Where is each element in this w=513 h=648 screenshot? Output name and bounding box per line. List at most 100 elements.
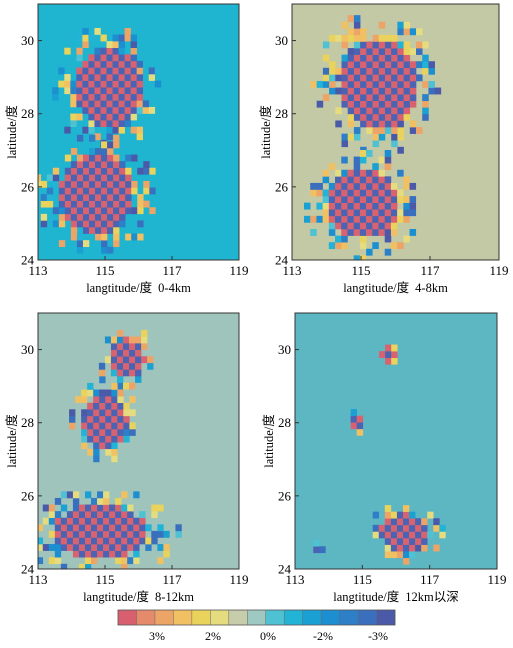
heatmap-cell bbox=[54, 557, 62, 565]
heatmap-cell bbox=[378, 80, 386, 88]
heatmap-cell bbox=[135, 375, 142, 383]
x-tick-label: 117 bbox=[162, 572, 182, 587]
heatmap-cell bbox=[384, 248, 392, 256]
heatmap-cell bbox=[341, 182, 348, 190]
heatmap-cell bbox=[310, 215, 317, 223]
heatmap-cell bbox=[54, 537, 62, 545]
heatmap-cell bbox=[353, 15, 361, 23]
heatmap-cell bbox=[147, 362, 154, 370]
heatmap-cell bbox=[353, 41, 361, 49]
x-axis-label: langtitude/度 4-8km bbox=[343, 280, 448, 295]
heatmap-cell bbox=[390, 182, 398, 190]
heatmap-cell bbox=[378, 48, 386, 55]
heatmap-cell bbox=[347, 196, 354, 203]
anomaly-cells bbox=[313, 344, 446, 565]
heatmap-cell bbox=[350, 415, 357, 423]
heatmap-cell bbox=[409, 80, 417, 88]
heatmap-cell bbox=[322, 169, 330, 177]
heatmap-cell bbox=[115, 530, 122, 538]
heatmap-cell bbox=[372, 196, 379, 203]
heatmap-cell bbox=[154, 80, 162, 88]
heatmap-cell bbox=[118, 41, 125, 48]
heatmap-cell bbox=[359, 229, 367, 236]
heatmap-cell bbox=[64, 194, 72, 201]
heatmap-cell bbox=[372, 74, 380, 82]
heatmap-cell bbox=[111, 415, 118, 423]
x-tick-label: 113 bbox=[28, 263, 47, 278]
heatmap-cell bbox=[347, 169, 354, 177]
heatmap-cell bbox=[124, 74, 131, 81]
heatmap-cell bbox=[130, 100, 137, 108]
heatmap-cell bbox=[52, 207, 60, 215]
heatmap-cell bbox=[95, 180, 102, 188]
heatmap-cell bbox=[385, 357, 392, 365]
heatmap-cell bbox=[347, 94, 355, 102]
heatmap-cell bbox=[82, 67, 89, 75]
heatmap-cell bbox=[112, 120, 119, 127]
heatmap-cell bbox=[133, 517, 140, 525]
heatmap-cell bbox=[347, 113, 355, 121]
heatmap-cell bbox=[103, 491, 110, 499]
heatmap-cell bbox=[359, 196, 367, 203]
heatmap-cell bbox=[378, 209, 386, 217]
heatmap-cell bbox=[81, 396, 88, 403]
heatmap-cell bbox=[69, 422, 76, 430]
heatmap-cell bbox=[52, 174, 60, 182]
heatmap-cell bbox=[42, 517, 50, 525]
heatmap-cell bbox=[101, 148, 108, 155]
heatmap-cell bbox=[384, 113, 392, 121]
heatmap-cell bbox=[409, 202, 417, 210]
heatmap-cell bbox=[139, 530, 146, 538]
heatmap-cell bbox=[40, 213, 48, 221]
y-tick-label: 26 bbox=[275, 179, 289, 194]
heatmap-cell bbox=[409, 518, 416, 526]
heatmap-cell bbox=[107, 194, 114, 201]
heatmap-cell bbox=[58, 187, 66, 195]
heatmap-cell bbox=[40, 200, 48, 208]
heatmap-cell bbox=[82, 87, 89, 95]
heatmap-cell bbox=[84, 517, 92, 525]
x-tick-label: 115 bbox=[353, 572, 372, 587]
heatmap-cell bbox=[115, 537, 122, 545]
heatmap-cell bbox=[403, 113, 411, 121]
heatmap-cell bbox=[111, 409, 118, 417]
heatmap-cell bbox=[101, 220, 108, 228]
heatmap-cell bbox=[366, 222, 373, 230]
heatmap-cell bbox=[97, 511, 104, 519]
heatmap-cell bbox=[111, 402, 118, 410]
x-tick-label: 119 bbox=[229, 263, 248, 278]
heatmap-cell bbox=[101, 174, 108, 182]
heatmap-cell bbox=[64, 174, 72, 182]
heatmap-cell bbox=[109, 537, 116, 545]
heatmap-cell bbox=[384, 524, 392, 532]
heatmap-cell bbox=[116, 362, 124, 370]
heatmap-cell bbox=[118, 100, 125, 108]
y-axis-label: latitude/度 bbox=[258, 105, 273, 159]
heatmap-cell bbox=[335, 107, 342, 115]
heatmap-cell bbox=[396, 544, 404, 552]
heatmap-cell bbox=[397, 21, 404, 29]
heatmap-cell bbox=[66, 537, 74, 545]
heatmap-cell bbox=[115, 557, 122, 565]
heatmap-cell bbox=[54, 530, 62, 538]
heatmap-cell bbox=[89, 194, 96, 201]
heatmap-cell bbox=[384, 176, 392, 184]
heatmap-cell bbox=[76, 187, 84, 195]
heatmap-panel-3: 113 115 117 119 24 26 28 30 langtitude/度 8-12km la… bbox=[4, 312, 249, 604]
heatmap-cell bbox=[136, 60, 143, 68]
heatmap-cell bbox=[143, 187, 150, 195]
heatmap-cell bbox=[416, 48, 423, 55]
heatmap-cell bbox=[397, 215, 404, 223]
heatmap-cell bbox=[378, 67, 386, 75]
heatmap-cell bbox=[101, 207, 108, 215]
heatmap-cell bbox=[129, 382, 136, 390]
heatmap-cell bbox=[139, 537, 146, 545]
heatmap-cell bbox=[372, 61, 380, 69]
heatmap-cell bbox=[422, 113, 429, 121]
heatmap-cell bbox=[151, 530, 158, 538]
heatmap-cell bbox=[54, 497, 62, 505]
heatmap-cell bbox=[341, 156, 348, 164]
heatmap-cell bbox=[335, 176, 342, 184]
heatmap-cell bbox=[378, 100, 386, 108]
heatmap-cell bbox=[142, 106, 150, 114]
